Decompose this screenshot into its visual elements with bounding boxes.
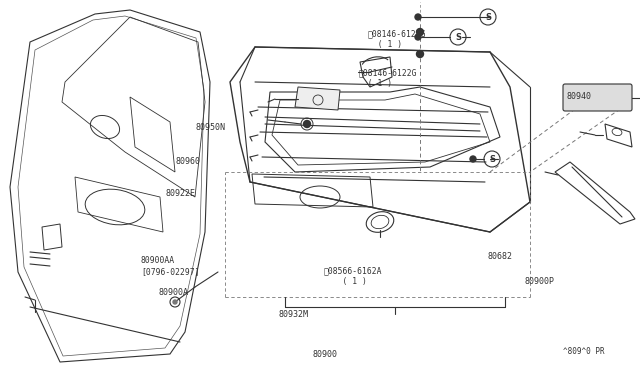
Text: 80940: 80940 — [566, 92, 591, 101]
Text: 80682: 80682 — [488, 252, 513, 261]
Text: 80900: 80900 — [312, 350, 337, 359]
Circle shape — [173, 300, 177, 304]
Text: Ⓝ08146-6122G
  ( 1 ): Ⓝ08146-6122G ( 1 ) — [358, 68, 417, 88]
Text: 80900AA
[0796-02297]: 80900AA [0796-02297] — [141, 256, 199, 276]
Circle shape — [417, 29, 424, 35]
Circle shape — [415, 34, 421, 40]
Circle shape — [417, 51, 424, 58]
Text: 80932M: 80932M — [278, 310, 308, 319]
Text: Ⓝ08146-6122G
  ( 1 ): Ⓝ08146-6122G ( 1 ) — [368, 29, 426, 49]
Circle shape — [470, 156, 476, 162]
Circle shape — [303, 121, 310, 128]
Text: Ⓝ08566-6162A
    ( 1 ): Ⓝ08566-6162A ( 1 ) — [323, 266, 381, 286]
Text: 80922E: 80922E — [165, 189, 195, 198]
Polygon shape — [295, 87, 340, 110]
Text: S: S — [485, 13, 491, 22]
FancyBboxPatch shape — [563, 84, 632, 111]
Text: 80900A: 80900A — [158, 288, 188, 296]
Text: ^809^0 PR: ^809^0 PR — [563, 347, 605, 356]
Text: 80960: 80960 — [176, 157, 201, 166]
Text: 80900P: 80900P — [525, 278, 555, 286]
Text: 80950N: 80950N — [195, 123, 225, 132]
Circle shape — [415, 14, 421, 20]
Text: S: S — [455, 32, 461, 42]
Text: S: S — [489, 154, 495, 164]
